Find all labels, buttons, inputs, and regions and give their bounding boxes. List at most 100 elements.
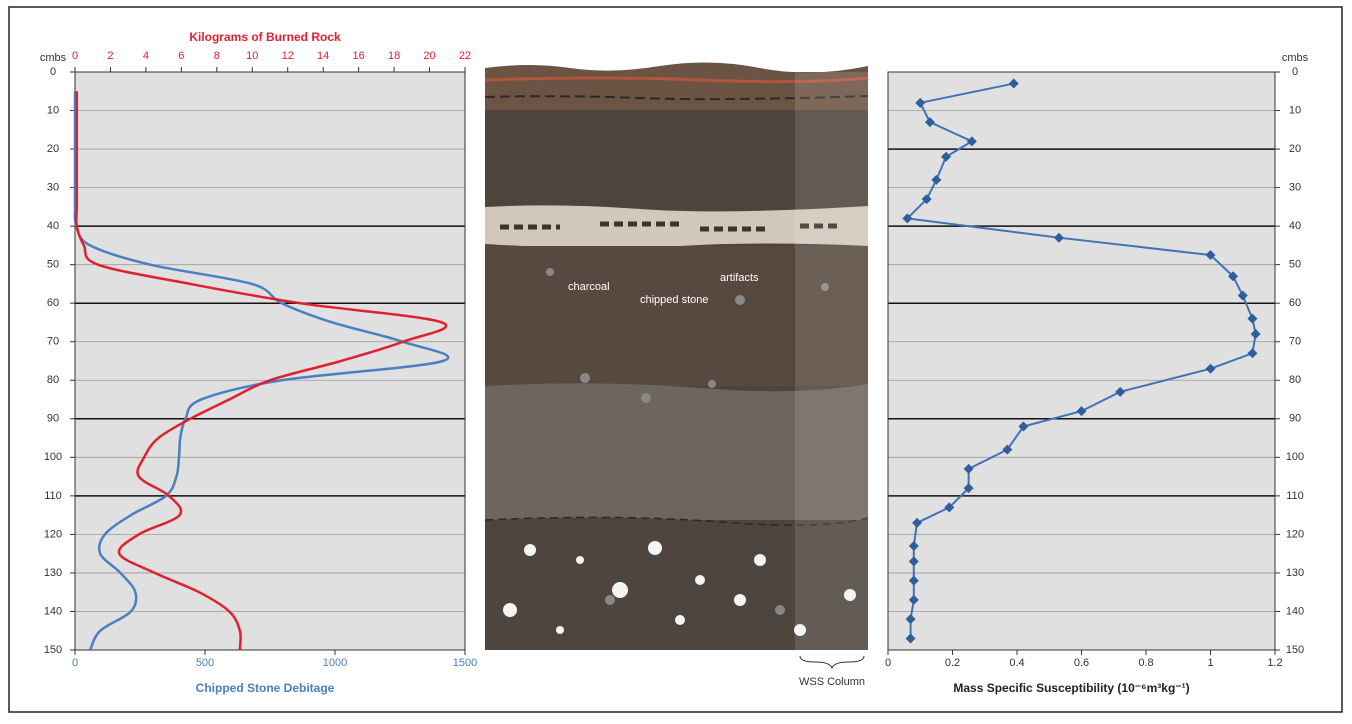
data-point xyxy=(1250,329,1261,340)
plot-border xyxy=(74,71,466,651)
data-point xyxy=(924,117,935,128)
x-tick-label: 16 xyxy=(353,50,365,62)
data-point xyxy=(902,213,913,224)
data-point xyxy=(931,174,942,185)
x-tick-label: 0.8 xyxy=(1138,657,1153,669)
soil-profile: charcoal chipped stone artifacts WSS Col… xyxy=(484,62,869,688)
x-tick-label: 0.4 xyxy=(1009,657,1024,669)
x-tick-label: 0.6 xyxy=(1074,657,1089,669)
y-tick-label: 50 xyxy=(1289,259,1301,271)
y-tick-label: 90 xyxy=(47,413,59,425)
x-axis-label: Mass Specific Susceptibility (10⁻⁶m³kg⁻¹… xyxy=(953,681,1189,695)
y-tick-label: 70 xyxy=(1289,336,1301,348)
data-point xyxy=(908,540,919,551)
y-tick-label: 140 xyxy=(1286,605,1304,617)
x-tick-label: 0 xyxy=(72,50,78,62)
data-point xyxy=(944,502,955,513)
y-tick-label: 0 xyxy=(1292,66,1298,78)
y-tick-label: 60 xyxy=(1289,297,1301,309)
plot-area xyxy=(888,72,1275,650)
data-point xyxy=(915,97,926,108)
y-tick-label: 140 xyxy=(44,605,62,617)
y-tick-label: 10 xyxy=(1289,104,1301,116)
plot-area xyxy=(75,72,465,650)
y-tick-label: 100 xyxy=(1286,451,1304,463)
x-tick-label: 1000 xyxy=(323,657,347,669)
y-tick-label: 120 xyxy=(44,528,62,540)
data-point xyxy=(1247,313,1258,324)
y-tick-label: 80 xyxy=(47,374,59,386)
data-point xyxy=(908,594,919,605)
y-tick-label: 130 xyxy=(44,567,62,579)
series-line xyxy=(75,91,448,651)
x-tick-label: 8 xyxy=(214,50,220,62)
y-tick-label: 80 xyxy=(1289,374,1301,386)
series-line xyxy=(73,91,450,651)
data-point xyxy=(1237,290,1248,301)
data-point xyxy=(905,614,916,625)
data-point xyxy=(1228,271,1239,282)
x-tick-label: 0 xyxy=(885,657,891,669)
data-point xyxy=(1247,348,1258,359)
x-tick-label: 1.2 xyxy=(1267,657,1282,669)
column-label: WSS Column xyxy=(799,676,865,688)
x-tick-label: 4 xyxy=(143,50,149,62)
x-tick-label: 22 xyxy=(459,50,471,62)
data-point xyxy=(905,633,916,644)
y-tick-label: 150 xyxy=(1286,644,1304,656)
y-tick-label: 20 xyxy=(1289,143,1301,155)
x-tick-label: 12 xyxy=(282,50,294,62)
y-tick-label: 10 xyxy=(47,104,59,116)
y-tick-label: 110 xyxy=(1286,490,1304,502)
x-axis-label: Chipped Stone Debitage xyxy=(196,681,335,695)
data-point xyxy=(1018,421,1029,432)
profile-label: charcoal xyxy=(568,281,610,293)
data-point xyxy=(963,463,974,474)
data-point xyxy=(908,556,919,567)
data-point xyxy=(912,517,923,528)
y-tick-label: 150 xyxy=(44,644,62,656)
y-tick-label: 30 xyxy=(47,182,59,194)
y-tick-label: 50 xyxy=(47,259,59,271)
y-tick-label: 0 xyxy=(50,66,56,78)
x-tick-label: 500 xyxy=(196,657,214,669)
data-point xyxy=(1076,406,1087,417)
data-point xyxy=(1205,250,1216,261)
data-point xyxy=(1053,232,1064,243)
x-tick-label: 6 xyxy=(178,50,184,62)
x-tick-label: 10 xyxy=(246,50,258,62)
y-tick-label: 40 xyxy=(47,220,59,232)
data-point xyxy=(963,483,974,494)
data-point xyxy=(921,194,932,205)
y-tick-label: 20 xyxy=(47,143,59,155)
y-tick-label: 90 xyxy=(1289,413,1301,425)
profile-label: artifacts xyxy=(720,272,759,284)
y-axis-label: cmbs xyxy=(40,52,67,64)
data-point xyxy=(1008,78,1019,89)
y-tick-label: 120 xyxy=(1286,528,1304,540)
data-point xyxy=(1205,363,1216,374)
x-tick-label: 14 xyxy=(317,50,329,62)
data-point xyxy=(1002,444,1013,455)
x-tick-label: 0 xyxy=(72,657,78,669)
x-tick-label: 18 xyxy=(388,50,400,62)
chart: 0102030405060708090100110120130140150cmb… xyxy=(40,30,477,695)
data-point xyxy=(1115,386,1126,397)
y-tick-label: 130 xyxy=(1286,567,1304,579)
data-point xyxy=(908,575,919,586)
chart: 0 10 20 30 40 50 60 70 80 90 100 110 120 130 140 150 cmb… xyxy=(885,52,1309,695)
y-tick-label: 70 xyxy=(47,336,59,348)
x-tick-label: 2 xyxy=(107,50,113,62)
y-tick-label: 30 xyxy=(1289,182,1301,194)
x-tick-label: 20 xyxy=(423,50,435,62)
y-tick-label: 40 xyxy=(1289,220,1301,232)
data-point xyxy=(966,136,977,147)
y-axis-label: cmbs xyxy=(1282,52,1309,64)
x-axis-label: Kilograms of Burned Rock xyxy=(189,30,341,44)
x-tick-label: 0.2 xyxy=(945,657,960,669)
profile-label: chipped stone xyxy=(640,294,709,306)
y-tick-label: 100 xyxy=(44,451,62,463)
data-point xyxy=(941,151,952,162)
y-tick-label: 110 xyxy=(44,490,62,502)
